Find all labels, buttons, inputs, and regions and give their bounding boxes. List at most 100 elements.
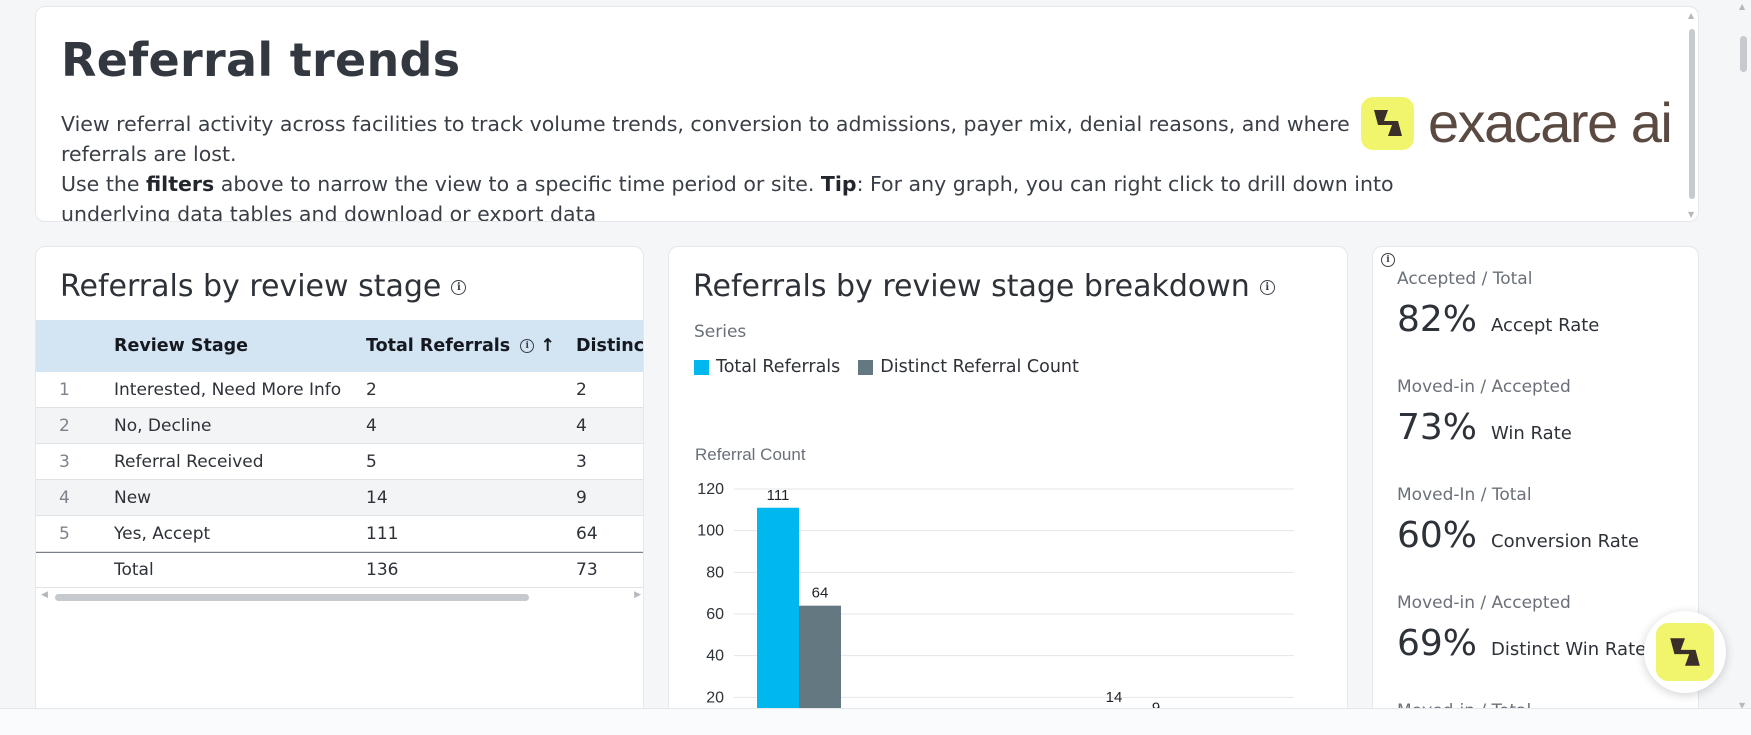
y-tick-label: 20: [706, 689, 724, 706]
bar: [757, 507, 799, 725]
column-header-total-referrals[interactable]: Total Referrals i ↑: [366, 336, 555, 356]
table-title-text: Referrals by review stage: [60, 269, 442, 304]
legend-item-total-referrals[interactable]: Total Referrals: [694, 357, 840, 377]
table-horizontal-scrollbar[interactable]: ◀ ▶: [41, 590, 641, 604]
scroll-down-icon[interactable]: ▼: [1688, 210, 1695, 219]
cell-distinct: 9: [576, 487, 587, 508]
metric-value: 60%: [1397, 515, 1478, 556]
cell-distinct-sum: 73: [576, 560, 598, 580]
info-icon[interactable]: i: [520, 339, 535, 353]
row-index: 1: [59, 379, 70, 400]
brand-name: exacare ai: [1428, 91, 1673, 154]
metric-name: Accept Rate: [1491, 315, 1600, 336]
table-row[interactable]: 2 No, Decline 4 4: [36, 408, 643, 444]
info-icon[interactable]: i: [451, 280, 467, 295]
y-tick-label: 60: [706, 606, 724, 623]
metric-formula: Moved-in / Accepted: [1397, 377, 1571, 397]
scroll-up-icon[interactable]: ▲: [1739, 2, 1746, 11]
chart-card-title: Referrals by review stage breakdown i: [693, 269, 1275, 304]
cell-total-referrals: 4: [366, 415, 377, 436]
cell-review-stage: New: [114, 487, 152, 508]
page-scrollbar[interactable]: ▲ ▼: [1737, 0, 1751, 710]
description-text: above to narrow the view to a specific t…: [214, 172, 821, 196]
row-index: 3: [59, 451, 70, 472]
metric-formula: Moved-in / Accepted: [1397, 593, 1571, 613]
legend-label: Total Referrals: [716, 357, 841, 377]
series-label: Series: [694, 322, 747, 342]
data-label: 64: [812, 585, 829, 602]
bottom-bar: [0, 708, 1751, 735]
info-icon[interactable]: i: [1259, 280, 1275, 295]
legend-label: Distinct Referral Count: [880, 357, 1079, 377]
cell-total-referrals: 5: [366, 451, 377, 472]
cell-total-referrals: 111: [366, 523, 399, 544]
scroll-left-icon[interactable]: ◀: [41, 590, 48, 600]
scrollbar-thumb[interactable]: [1740, 36, 1747, 72]
legend-swatch: [694, 359, 709, 375]
page-description: View referral activity across facilities…: [61, 109, 1401, 222]
brand-mark-icon: [1361, 96, 1414, 150]
table-header-row: Review Stage Total Referrals i ↑ Distinct: [36, 320, 644, 372]
metric-name: Win Rate: [1491, 423, 1572, 444]
metric-name: Conversion Rate: [1491, 531, 1639, 552]
metric-conversion-rate: Moved-In / Total 60% Conversion Rate: [1397, 485, 1639, 556]
row-index: 4: [59, 487, 70, 508]
y-tick-label: 100: [697, 523, 724, 540]
table-row[interactable]: 1 Interested, Need More Info 2 2: [36, 372, 643, 408]
chart-title-text: Referrals by review stage breakdown: [693, 269, 1250, 304]
metric-formula: Moved-In / Total: [1397, 485, 1532, 505]
scroll-right-icon[interactable]: ▶: [634, 590, 641, 600]
scroll-down-icon[interactable]: ▼: [1739, 701, 1746, 710]
cell-total-referrals: 2: [366, 379, 377, 400]
bar-chart[interactable]: Referral Count20406080100120111645344149…: [669, 387, 1348, 726]
y-axis-label: Referral Count: [695, 445, 806, 464]
assistant-logo-icon: [1656, 623, 1714, 681]
scrollbar-thumb[interactable]: [1689, 29, 1695, 199]
cell-total-referrals-sum: 136: [366, 560, 399, 580]
cell-total-label: Total: [114, 560, 154, 580]
review-stage-chart-card: Referrals by review stage breakdown i Ser…: [668, 246, 1348, 726]
metric-win-rate: Moved-in / Accepted 73% Win Rate: [1397, 377, 1572, 448]
cell-total-referrals: 14: [366, 487, 388, 508]
description-bold: Tip: [820, 172, 857, 196]
review-stage-table-card: Referrals by review stage i Review Stage …: [35, 246, 644, 726]
metric-distinct-win-rate: Moved-in / Accepted 69% Distinct Win Rate: [1397, 593, 1646, 664]
data-label: 111: [767, 487, 790, 504]
scrollbar-thumb[interactable]: [55, 594, 529, 601]
table-total-row: Total 136 73: [36, 552, 643, 588]
info-icon[interactable]: i: [1381, 253, 1395, 267]
assistant-chat-button[interactable]: [1644, 611, 1726, 693]
page-title: Referral trends: [61, 33, 461, 87]
data-label: 14: [1106, 689, 1123, 706]
data-label: 9: [1152, 699, 1160, 716]
cell-distinct: 2: [576, 379, 587, 400]
cell-review-stage: Referral Received: [114, 451, 264, 472]
metric-value: 73%: [1397, 407, 1478, 448]
legend-item-distinct-referral-count[interactable]: Distinct Referral Count: [858, 357, 1079, 377]
table-row[interactable]: 4 New 14 9: [36, 480, 643, 516]
table-row[interactable]: 3 Referral Received 5 3: [36, 444, 643, 480]
metric-name: Distinct Win Rate: [1491, 639, 1647, 660]
y-tick-label: 120: [697, 481, 724, 498]
column-header-review-stage[interactable]: Review Stage: [114, 336, 249, 356]
y-tick-label: 40: [706, 648, 724, 665]
cell-review-stage: No, Decline: [114, 415, 212, 436]
row-index: 2: [59, 415, 70, 436]
description-text: : For any graph, you can right click to …: [61, 172, 1394, 222]
description-text: View referral activity across facilities…: [61, 112, 1350, 166]
cell-distinct: 64: [576, 523, 598, 544]
header-scrollbar[interactable]: ▲ ▼: [1688, 11, 1696, 219]
sort-ascending-icon[interactable]: ↑: [540, 336, 555, 356]
cell-distinct: 3: [576, 451, 587, 472]
table-row[interactable]: 5 Yes, Accept 111 64: [36, 516, 643, 552]
cell-distinct: 4: [576, 415, 587, 436]
description-text: Use the: [61, 172, 146, 196]
metric-value: 82%: [1397, 299, 1478, 340]
column-header-distinct[interactable]: Distinct: [576, 336, 644, 356]
scroll-up-icon[interactable]: ▲: [1688, 11, 1695, 20]
cell-review-stage: Yes, Accept: [114, 523, 211, 544]
table-card-title: Referrals by review stage i: [60, 269, 467, 304]
brand-logo: exacare ai: [1361, 91, 1673, 154]
bar: [799, 605, 841, 725]
header-card: Referral trends View referral activity a…: [35, 6, 1699, 222]
